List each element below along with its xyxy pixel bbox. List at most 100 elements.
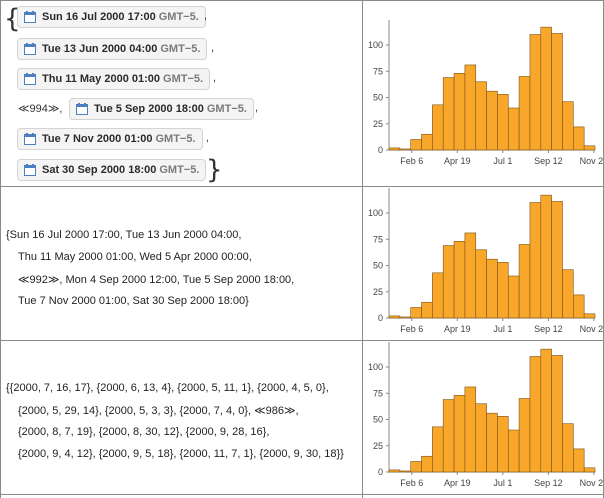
date-text: Tue 5 Sep 2000 18:00 bbox=[94, 103, 204, 115]
histogram-bar bbox=[475, 249, 487, 319]
text-line: Thu 11 May 2000 01:00, Wed 5 Apr 2000 00… bbox=[18, 251, 252, 263]
grid-line-left bbox=[0, 0, 1, 498]
comma: , bbox=[213, 72, 217, 84]
date-text: Tue 13 Jun 2000 04:00 bbox=[42, 43, 158, 55]
x-tick-label: Jul 1 bbox=[493, 324, 512, 334]
histogram-bar bbox=[399, 148, 411, 151]
y-tick-label: 100 bbox=[368, 208, 383, 218]
histogram-bar bbox=[518, 76, 531, 151]
histogram-bar bbox=[399, 470, 411, 473]
histogram-bar bbox=[540, 194, 552, 319]
date-histogram: 0 25 50 75 100 Feb 6 Apr 19 Jul 1 Sep 12 Nov 24 bbox=[368, 20, 603, 166]
histogram-bar bbox=[529, 356, 542, 473]
histogram-bar bbox=[507, 107, 520, 151]
comma: , bbox=[211, 42, 215, 54]
y-tick-label: 0 bbox=[378, 467, 383, 477]
x-tick-label: Apr 19 bbox=[444, 156, 471, 166]
calendar-icon bbox=[76, 103, 88, 115]
comma: , bbox=[255, 102, 259, 114]
elided-count: ≪994≫, bbox=[18, 103, 63, 115]
y-tick-label: 25 bbox=[373, 441, 383, 451]
histogram-bar bbox=[410, 461, 422, 473]
y-tick-label: 50 bbox=[373, 415, 383, 425]
text-line: {Sun 16 Jul 2000 17:00, Tue 13 Jun 2000 … bbox=[6, 229, 242, 241]
histogram-bar bbox=[507, 275, 520, 319]
y-tick-label: 50 bbox=[373, 261, 383, 271]
calendar-icon bbox=[24, 11, 36, 23]
histogram-bar bbox=[497, 94, 509, 151]
histogram-bar bbox=[486, 412, 498, 473]
text-line: {2000, 5, 29, 14}, {2000, 5, 3, 3}, {200… bbox=[18, 405, 299, 417]
histogram-bar bbox=[464, 386, 477, 473]
date-text: Sat 30 Sep 2000 18:00 bbox=[42, 164, 157, 176]
histogram-bar bbox=[551, 355, 563, 473]
histogram-bar bbox=[464, 64, 477, 151]
x-tick-label: Feb 6 bbox=[400, 478, 423, 488]
y-tick-label: 25 bbox=[373, 287, 383, 297]
histogram-bar bbox=[507, 429, 520, 473]
histogram-bar bbox=[410, 307, 422, 319]
open-brace: { bbox=[4, 4, 21, 34]
comma: , bbox=[206, 132, 210, 144]
date-zone: GMT−5. bbox=[159, 164, 200, 176]
date-object[interactable]: Sun 16 Jul 2000 17:00 GMT−5. bbox=[17, 6, 206, 28]
x-tick-label: Nov 24 bbox=[580, 478, 603, 488]
text-line: ≪992≫, Mon 4 Sep 2000 12:00, Tue 5 Sep 2… bbox=[18, 274, 295, 286]
histogram-bar bbox=[583, 467, 596, 473]
date-histogram: 0 25 50 75 100 Feb 6 Apr 19 Jul 1 Sep 12 Nov 24 bbox=[368, 342, 603, 488]
date-text: Sun 16 Jul 2000 17:00 bbox=[42, 11, 156, 23]
histogram-bar bbox=[453, 241, 466, 319]
y-tick-label: 50 bbox=[373, 93, 383, 103]
close-brace: } bbox=[206, 155, 223, 185]
date-text: Tue 7 Nov 2000 01:00 bbox=[42, 133, 153, 145]
x-tick-label: Apr 19 bbox=[444, 478, 471, 488]
y-tick-label: 25 bbox=[373, 119, 383, 129]
histogram-bar bbox=[442, 245, 455, 319]
date-object[interactable]: Sat 30 Sep 2000 18:00 GMT−5. bbox=[17, 159, 207, 181]
histogram-bar bbox=[475, 403, 487, 473]
grid-line-top bbox=[0, 0, 604, 1]
histogram-bar bbox=[562, 101, 574, 151]
histogram-bar bbox=[388, 147, 401, 151]
calendar-icon bbox=[24, 164, 36, 176]
x-tick-label: Apr 19 bbox=[444, 324, 471, 334]
y-tick-label: 0 bbox=[378, 313, 383, 323]
histogram-bar bbox=[573, 126, 585, 151]
calendar-icon bbox=[24, 133, 36, 145]
histogram-bar bbox=[551, 201, 563, 319]
comma: , bbox=[204, 10, 208, 22]
histogram-bar bbox=[432, 104, 444, 151]
x-tick-label: Nov 24 bbox=[580, 324, 603, 334]
histogram-bar bbox=[518, 398, 531, 473]
x-tick-label: Feb 6 bbox=[400, 324, 423, 334]
histogram-bar bbox=[453, 395, 466, 473]
date-object[interactable]: Tue 13 Jun 2000 04:00 GMT−5. bbox=[17, 38, 208, 60]
histogram-bar bbox=[497, 416, 509, 473]
date-object[interactable]: Tue 5 Sep 2000 18:00 GMT−5. bbox=[69, 98, 254, 120]
histogram-bar bbox=[442, 77, 455, 151]
histogram-bar bbox=[388, 469, 401, 473]
y-tick-label: 100 bbox=[368, 362, 383, 372]
x-tick-label: Jul 1 bbox=[493, 478, 512, 488]
y-tick-label: 75 bbox=[373, 234, 383, 244]
x-tick-label: Sep 12 bbox=[534, 478, 563, 488]
date-zone: GMT−5. bbox=[155, 133, 196, 145]
y-tick-label: 100 bbox=[368, 40, 383, 50]
histogram-bar bbox=[421, 455, 433, 473]
histogram-bar bbox=[551, 33, 563, 151]
y-tick-label: 0 bbox=[378, 145, 383, 155]
histogram-bar bbox=[497, 262, 509, 319]
histogram-bar bbox=[583, 313, 596, 319]
date-zone: GMT−5. bbox=[158, 11, 199, 23]
date-object[interactable]: Tue 7 Nov 2000 01:00 GMT−5. bbox=[17, 128, 203, 150]
text-line: {2000, 9, 4, 12}, {2000, 9, 5, 18}, {200… bbox=[18, 448, 344, 460]
date-object[interactable]: Thu 11 May 2000 01:00 GMT−5. bbox=[17, 68, 211, 90]
date-zone: GMT−5. bbox=[206, 103, 247, 115]
x-tick-label: Sep 12 bbox=[534, 156, 563, 166]
grid-line-middle bbox=[362, 0, 363, 498]
x-tick-label: Nov 24 bbox=[580, 156, 603, 166]
histogram-bar bbox=[486, 258, 498, 319]
date-histogram: 0 25 50 75 100 Feb 6 Apr 19 Jul 1 Sep 12 Nov 24 bbox=[368, 188, 603, 334]
date-zone: GMT−5. bbox=[163, 73, 204, 85]
text-line: {2000, 8, 7, 19}, {2000, 8, 30, 12}, {20… bbox=[18, 426, 270, 438]
